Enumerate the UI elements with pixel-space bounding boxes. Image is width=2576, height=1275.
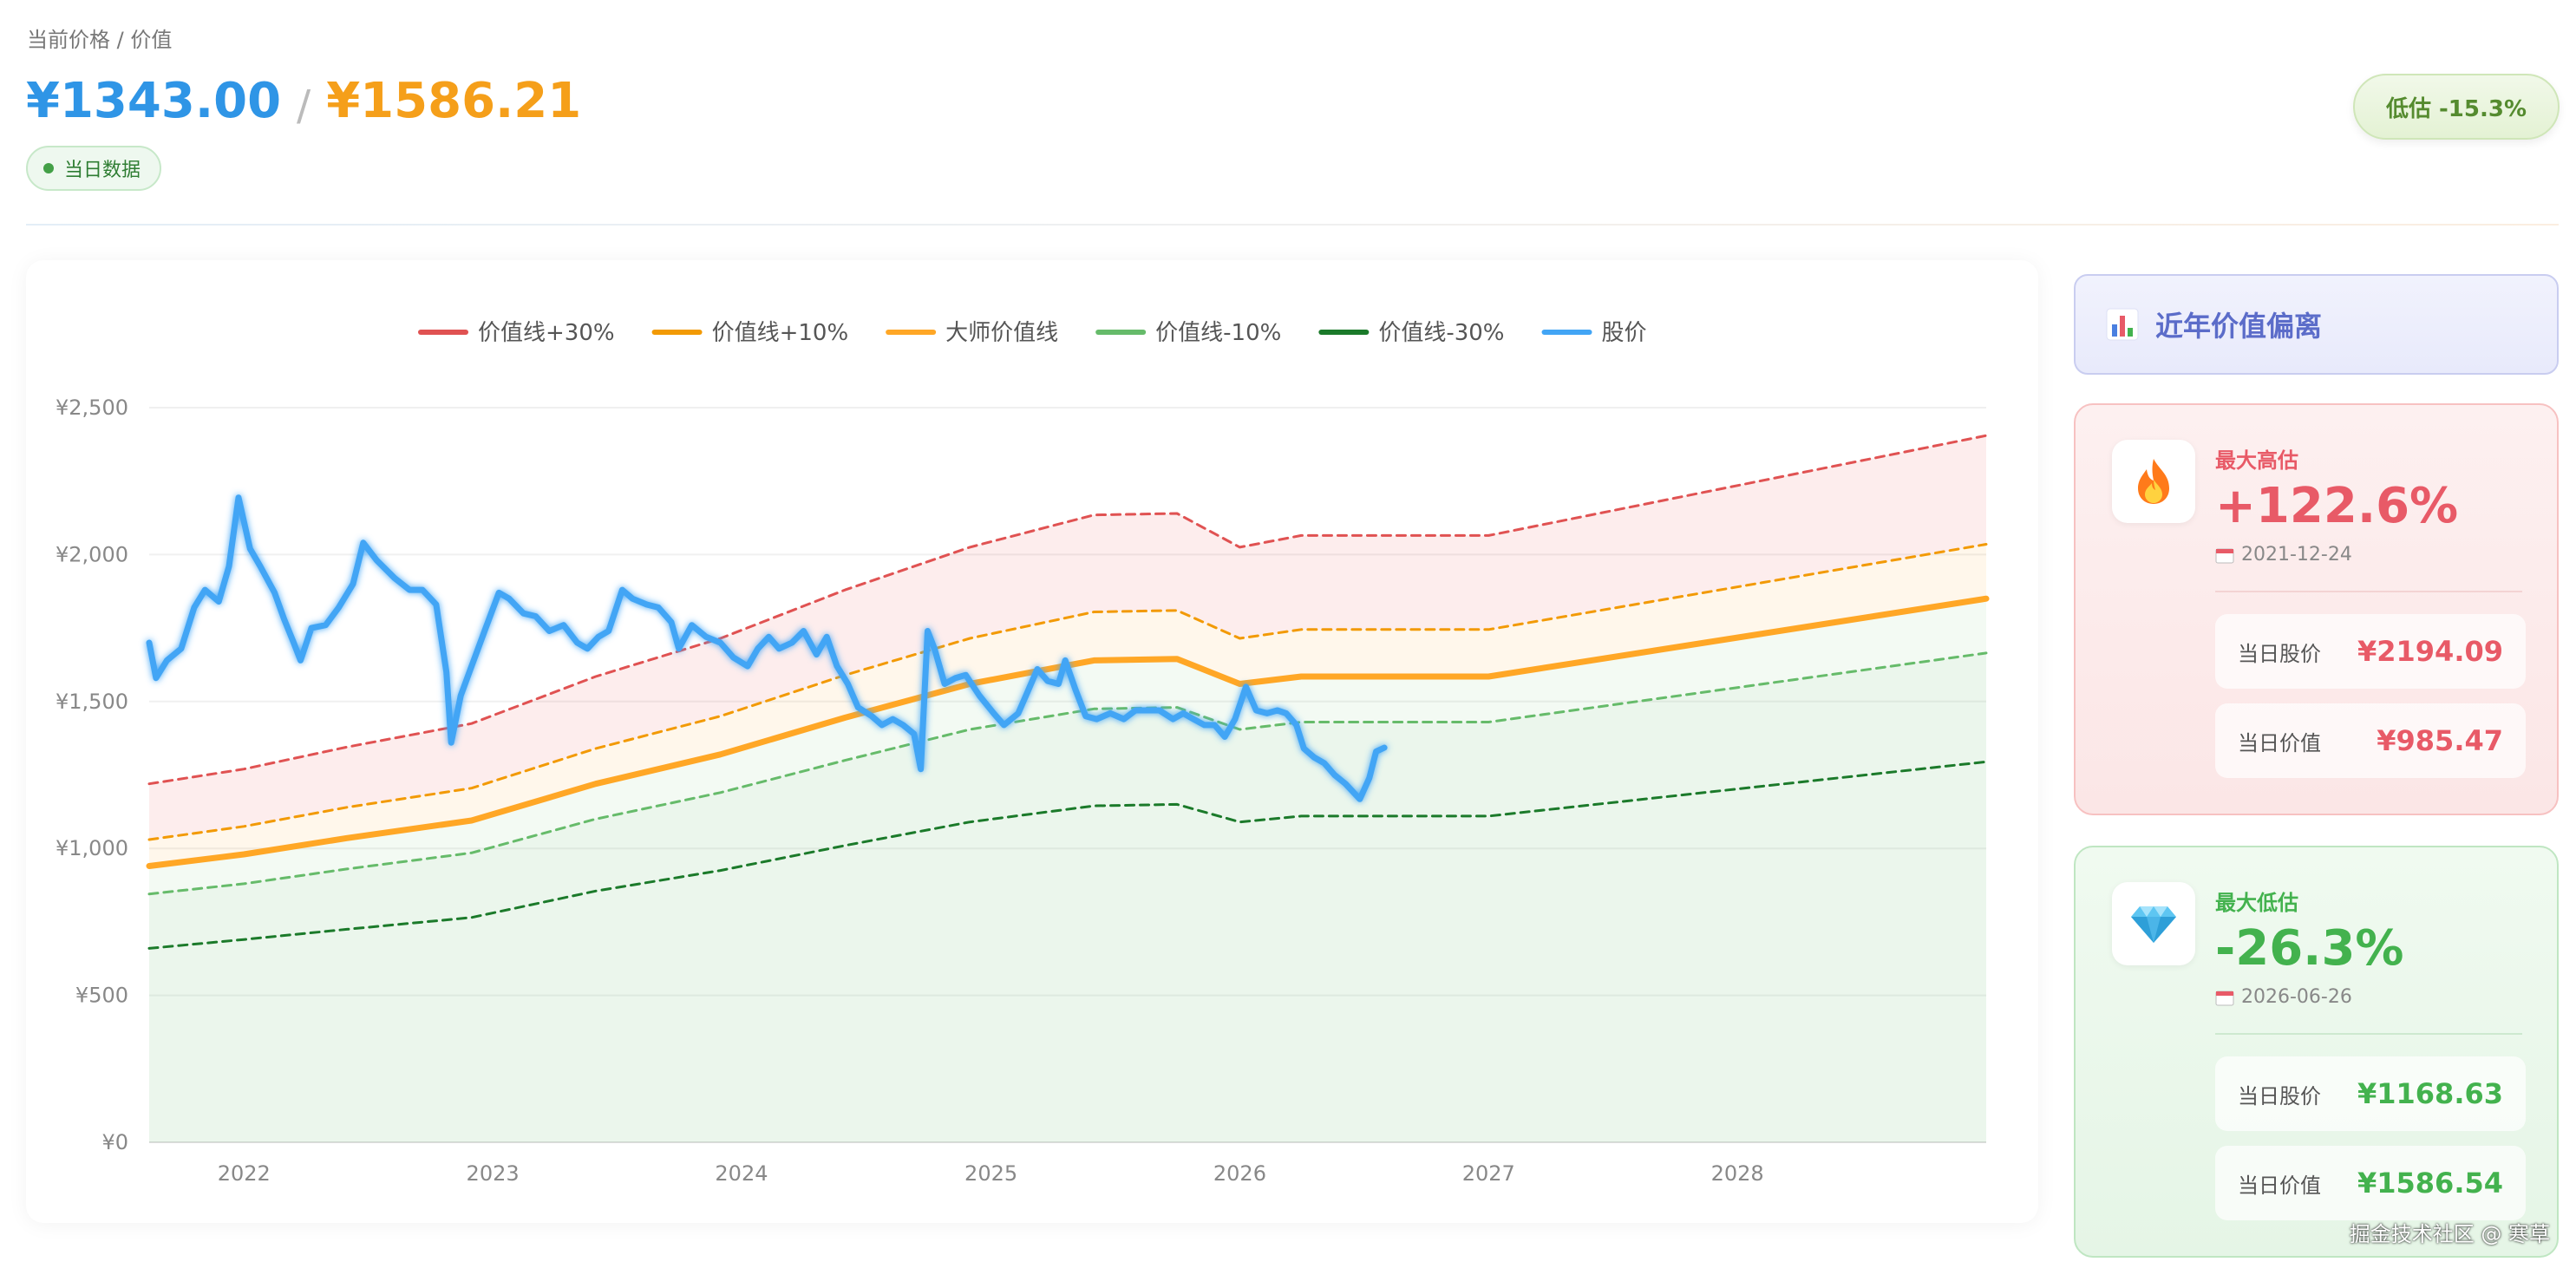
max-overvalued-percent: +122.6% [2215,478,2459,534]
series-line [147,543,1988,841]
current-price: ¥1343.00 [26,72,282,129]
page-title: 当前价格 / 价值 [27,28,173,52]
bar-chart-icon [2106,308,2139,341]
chart-panel: ¥0 ¥500 ¥1,000 ¥1,500 ¥2,000 ¥2,500 2022 2023 20… [26,260,2038,1223]
row-label: 当日股价 [2238,641,2321,666]
row-value: ¥985.47 [2377,724,2503,757]
row-value: ¥1168.63 [2357,1077,2503,1110]
value-price: ¥1586.21 [326,72,582,129]
legend-label: 价值线-30% [1378,320,1504,346]
x-tick-label: 2026 [1213,1161,1266,1186]
value-band [149,544,1986,866]
x-tick-label: 2024 [715,1161,768,1186]
value-band [149,652,1986,1142]
fire-icon [2112,440,2195,523]
y-tick-label: ¥0 [101,1130,128,1154]
legend-label: 大师价值线 [945,320,1058,346]
card-divider [2215,1033,2522,1035]
y-tick-label: ¥500 [75,984,128,1008]
row-value: ¥2194.09 [2357,635,2503,668]
max-undervalued-date: 2026-06-26 [2215,986,2352,1008]
row-label: 当日股价 [2238,1083,2321,1108]
series-line [146,494,1388,802]
deviation-title: 近年价值偏离 [2155,310,2323,343]
legend-item: 价值线+30% [418,320,615,346]
value-band [149,435,1986,840]
y-tick-label: ¥1,500 [56,690,128,714]
max-overvalued-price-row: 当日股价 ¥2194.09 [2215,614,2526,689]
max-undervalued-card: 最大低估 -26.3% 2026-06-26 当日股价 ¥1168.63 当日价… [2074,846,2559,1258]
max-overvalued-card: 最大高估 +122.6% 2021-12-24 当日股价 ¥2194.09 当日… [2074,403,2559,815]
x-tick-label: 2023 [467,1161,520,1186]
card-divider [2215,591,2522,592]
series-line [147,434,1988,786]
legend-item: 股价 [1541,320,1647,346]
legend-item: 价值线-10% [1095,320,1281,346]
y-tick-label: ¥1,000 [56,836,128,860]
legend-label: 股价 [1602,320,1647,346]
max-undervalued-date-text: 2026-06-26 [2241,986,2352,1008]
valuation-status-pill: 低估 -15.3% [2353,74,2560,140]
data-status-badge: 当日数据 [26,146,162,191]
x-tick-label: 2022 [218,1161,271,1186]
max-undervalued-price-row: 当日股价 ¥1168.63 [2215,1056,2526,1131]
series-line [147,760,1988,950]
header-divider [26,224,2559,226]
row-label: 当日价值 [2238,1173,2321,1198]
max-undervalued-label: 最大低估 [2215,891,2298,915]
calendar-icon [2215,548,2234,563]
x-tick-label: 2027 [1462,1161,1515,1186]
max-overvalued-value-row: 当日价值 ¥985.47 [2215,703,2526,778]
max-overvalued-label: 最大高估 [2215,448,2298,473]
legend-item: 价值线+10% [651,320,849,346]
data-badge-label: 当日数据 [64,160,141,181]
diamond-icon [2112,882,2195,965]
row-label: 当日价值 [2238,730,2321,755]
row-value: ¥1586.54 [2357,1167,2503,1200]
price-summary: ¥1343.00 / ¥1586.21 [26,69,581,132]
status-dot-icon [43,163,54,173]
legend-label: 价值线+30% [478,320,615,346]
watermark: 掘金技术社区 @ 寒草 [2349,1222,2550,1246]
valuation-chart[interactable]: ¥0 ¥500 ¥1,000 ¥1,500 ¥2,000 ¥2,500 2022 2023 20… [26,260,2038,1223]
legend-label: 价值线+10% [712,320,849,346]
max-overvalued-date: 2021-12-24 [2215,544,2352,566]
max-undervalued-percent: -26.3% [2215,920,2404,977]
x-tick-label: 2025 [964,1161,1017,1186]
price-separator: / [297,82,311,130]
series-line [146,595,1990,869]
legend-item: 大师价值线 [886,320,1058,346]
y-tick-label: ¥2,500 [56,396,128,420]
max-undervalued-value-row: 当日价值 ¥1586.54 [2215,1146,2526,1220]
y-tick-label: ¥2,000 [56,542,128,566]
max-overvalued-date-text: 2021-12-24 [2241,544,2352,566]
legend-item: 价值线-30% [1318,320,1505,346]
x-tick-label: 2028 [1711,1161,1764,1186]
calendar-icon [2215,991,2234,1005]
legend-label: 价值线-10% [1155,320,1281,346]
deviation-header: 近年价值偏离 [2074,274,2559,375]
